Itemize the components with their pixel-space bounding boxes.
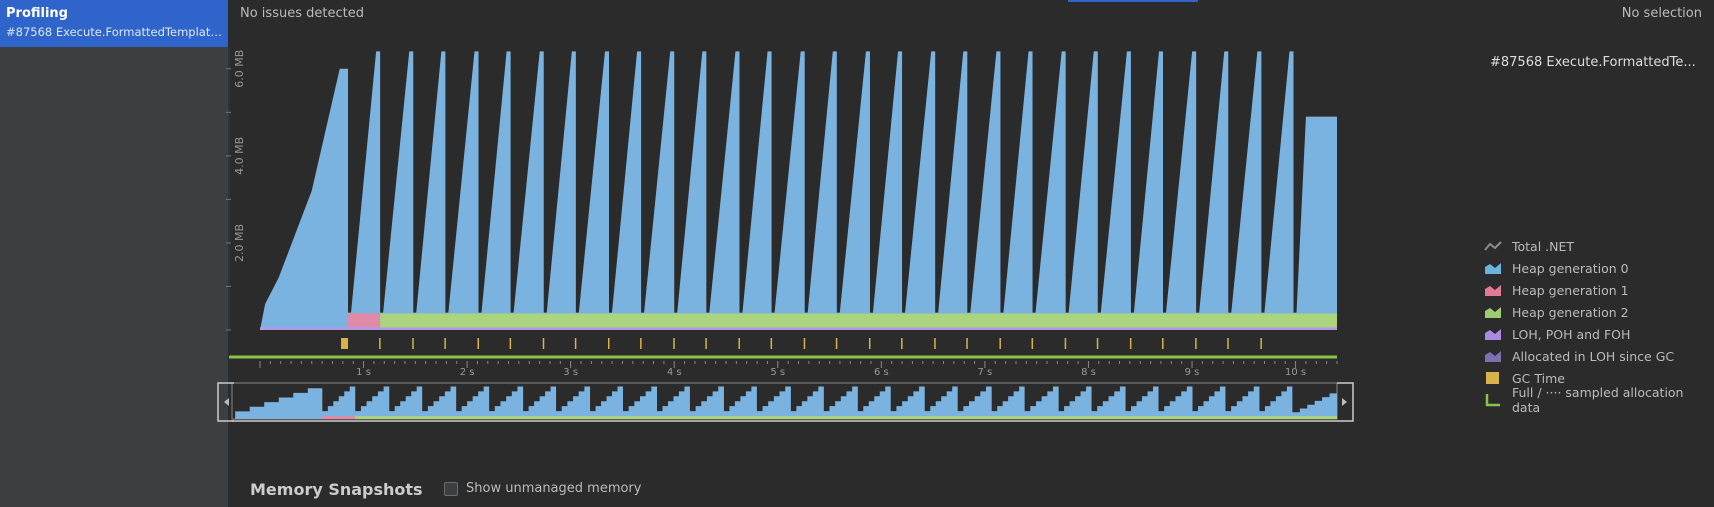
x-tick-label: 8 s bbox=[1081, 367, 1096, 378]
gc-time-marker bbox=[640, 338, 642, 349]
issues-status: No issues detected bbox=[240, 6, 364, 21]
gc-time-marker bbox=[738, 338, 740, 349]
legend-label: LOH, POH and FOH bbox=[1512, 326, 1631, 342]
gc-time-marker bbox=[803, 338, 806, 349]
scroll-left-icon[interactable] bbox=[224, 398, 229, 406]
gc-time-marker bbox=[705, 338, 707, 349]
chart-legend: Total .NET Heap generation 0 Heap genera… bbox=[1484, 235, 1712, 415]
area-icon bbox=[1484, 283, 1502, 297]
gc-time-marker bbox=[379, 338, 381, 349]
area-icon bbox=[1484, 305, 1502, 319]
legend-item-allocated-loh[interactable]: Allocated in LOH since GC bbox=[1484, 345, 1712, 367]
x-tick-label: 1 s bbox=[356, 367, 371, 378]
legend-label: Allocated in LOH since GC bbox=[1512, 348, 1675, 364]
legend-label: Total .NET bbox=[1512, 238, 1575, 254]
loh-area bbox=[260, 327, 1337, 330]
heap-gen2-area bbox=[380, 313, 1337, 330]
gc-time-marker bbox=[673, 338, 675, 349]
gc-time-marker bbox=[607, 338, 610, 349]
x-tick-label: 3 s bbox=[563, 367, 578, 378]
gc-time-marker bbox=[1260, 338, 1262, 349]
unmanaged-label: Show unmanaged memory bbox=[466, 481, 642, 496]
range-handle-right[interactable] bbox=[1337, 382, 1354, 422]
y-tick-label: 6.0 MB bbox=[233, 50, 246, 88]
x-tick-label: 9 s bbox=[1185, 367, 1200, 378]
legend-label: Heap generation 0 bbox=[1512, 260, 1629, 276]
range-handle-left[interactable] bbox=[217, 382, 234, 422]
gc-time-marker bbox=[509, 338, 512, 349]
step-icon bbox=[1484, 393, 1502, 407]
x-tick-label: 2 s bbox=[460, 367, 475, 378]
y-tick-label: 4.0 MB bbox=[233, 137, 246, 175]
square-icon bbox=[1484, 371, 1502, 385]
x-tick-label: 4 s bbox=[667, 367, 682, 378]
legend-item-total-net[interactable]: Total .NET bbox=[1484, 235, 1712, 257]
legend-item-gc-time[interactable]: GC Time bbox=[1484, 367, 1712, 389]
gc-time-marker bbox=[1129, 338, 1132, 349]
legend-label: Full / ···· sampled allocation data bbox=[1512, 385, 1684, 415]
x-tick-label: 6 s bbox=[874, 367, 889, 378]
line-icon bbox=[1484, 239, 1502, 253]
active-tab-indicator bbox=[1068, 0, 1198, 2]
overview-gen0-area bbox=[235, 386, 1337, 419]
gc-time-marker bbox=[574, 338, 577, 349]
memory-timeline-chart[interactable]: 2.0 MB 4.0 MB 6.0 MB 1 s 2 s 3 s 4 s 5 s 6 s 7 s 8… bbox=[0, 0, 1714, 474]
unmanaged-checkbox[interactable] bbox=[444, 481, 458, 496]
gc-time-marker bbox=[1031, 338, 1034, 349]
legend-item-sampling[interactable]: Full / ···· sampled allocation data bbox=[1484, 385, 1712, 415]
gc-time-marker bbox=[477, 338, 480, 349]
sessions-sidebar: Profiling #87568 Execute.FormattedTempla… bbox=[0, 0, 228, 507]
gc-time-marker bbox=[412, 338, 414, 349]
session-title: Profiling bbox=[6, 6, 68, 21]
session-item-profiling[interactable]: Profiling #87568 Execute.FormattedTempla… bbox=[0, 0, 228, 47]
detail-title: #87568 Execute.FormattedTe... bbox=[1490, 55, 1696, 70]
overview-gen2-area bbox=[355, 416, 1337, 419]
legend-item-gen0[interactable]: Heap generation 0 bbox=[1484, 257, 1712, 279]
area-icon bbox=[1484, 261, 1502, 275]
heap-gen1-area bbox=[348, 313, 381, 330]
status-bar: No issues detected No selection bbox=[228, 0, 1714, 30]
x-tick-label: 7 s bbox=[978, 367, 993, 378]
memory-snapshots-title: Memory Snapshots bbox=[250, 480, 423, 499]
legend-item-loh[interactable]: LOH, POH and FOH bbox=[1484, 323, 1712, 345]
gc-time-marker bbox=[341, 338, 349, 349]
legend-item-gen1[interactable]: Heap generation 1 bbox=[1484, 279, 1712, 301]
legend-item-gen2[interactable]: Heap generation 2 bbox=[1484, 301, 1712, 323]
gc-time-marker bbox=[1096, 338, 1099, 349]
heap-gen0-area bbox=[260, 51, 1337, 330]
gc-time-marker bbox=[542, 338, 545, 349]
x-tick-label: 10 s bbox=[1285, 367, 1306, 378]
legend-label: Heap generation 1 bbox=[1512, 282, 1629, 298]
gc-time-marker bbox=[1064, 338, 1067, 349]
gc-time-marker bbox=[444, 338, 446, 349]
gc-time-marker bbox=[835, 338, 838, 349]
gc-time-marker bbox=[901, 338, 903, 349]
area-icon bbox=[1484, 327, 1502, 341]
legend-label: GC Time bbox=[1512, 370, 1565, 386]
scroll-right-icon[interactable] bbox=[1342, 398, 1347, 406]
gc-time-marker bbox=[934, 338, 936, 349]
gc-time-marker bbox=[1227, 338, 1229, 349]
gc-time-marker bbox=[966, 338, 968, 349]
gc-time-marker bbox=[1195, 338, 1197, 349]
x-tick-label: 5 s bbox=[770, 367, 785, 378]
show-unmanaged-toggle[interactable]: Show unmanaged memory bbox=[444, 481, 641, 496]
memory-snapshots-bar: Memory Snapshots Show unmanaged memory bbox=[228, 474, 1714, 507]
overview-gen1-area bbox=[322, 416, 356, 419]
gc-time-marker bbox=[770, 338, 773, 349]
gc-time-marker bbox=[868, 338, 871, 349]
gc-time-marker bbox=[999, 338, 1001, 349]
y-tick-label: 2.0 MB bbox=[233, 224, 246, 262]
area-icon bbox=[1484, 349, 1502, 363]
legend-label: Heap generation 2 bbox=[1512, 304, 1629, 320]
gc-time-marker bbox=[1162, 338, 1164, 349]
selection-status: No selection bbox=[1621, 6, 1702, 21]
